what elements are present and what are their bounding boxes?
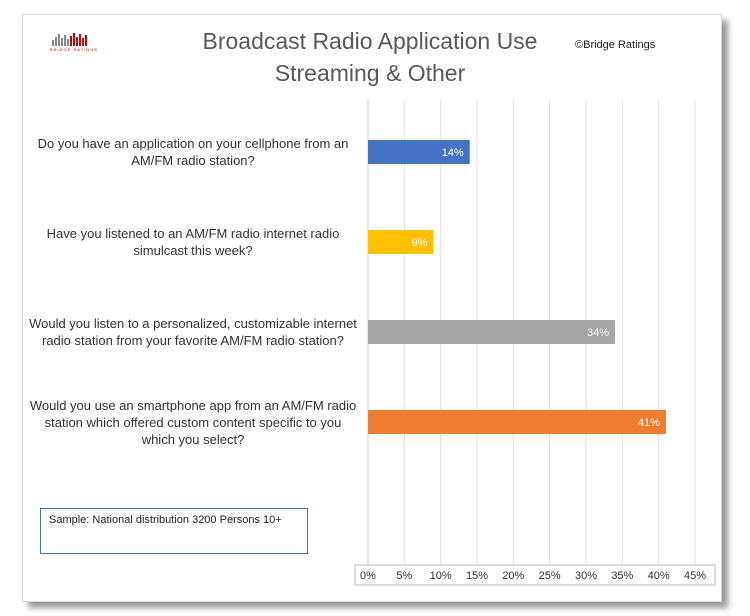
x-tick-label: 20% (502, 570, 524, 582)
x-tick-label: 45% (684, 570, 706, 582)
bar (368, 140, 470, 164)
value-label: 9% (411, 237, 427, 249)
value-label: 14% (442, 147, 464, 159)
axis-box (354, 564, 716, 586)
value-label: 41% (638, 417, 660, 429)
x-tick-label: 15% (466, 570, 488, 582)
copyright: ©Bridge Ratings (575, 39, 656, 51)
bar (368, 230, 434, 254)
bar (368, 410, 666, 434)
x-tick-label: 40% (648, 570, 670, 582)
chart-title: Broadcast Radio Application Use (202, 28, 538, 54)
x-tick-label: 10% (430, 570, 452, 582)
x-tick-label: 0% (360, 570, 376, 582)
category-label: Do you have an application on your cellp… (37, 136, 349, 168)
card (22, 14, 722, 602)
category-label: Would you listen to a personalized, cust… (29, 316, 357, 348)
bar (368, 320, 616, 344)
x-tick-label: 25% (539, 570, 561, 582)
note: Sample: National distribution 3200 Perso… (40, 508, 308, 554)
chart-subtitle: Streaming & Other (274, 60, 466, 86)
value-label: 34% (587, 327, 609, 339)
logo (52, 33, 87, 46)
logo-text: BRIDGE RATINGS (50, 47, 98, 52)
category-label: Would you use an smartphone app from an … (29, 397, 357, 447)
x-tick-label: 35% (611, 570, 633, 582)
x-tick-label: 5% (396, 570, 412, 582)
category-label: Have you listened to an AM/FM radio inte… (46, 226, 340, 258)
x-tick-label: 30% (575, 570, 597, 582)
